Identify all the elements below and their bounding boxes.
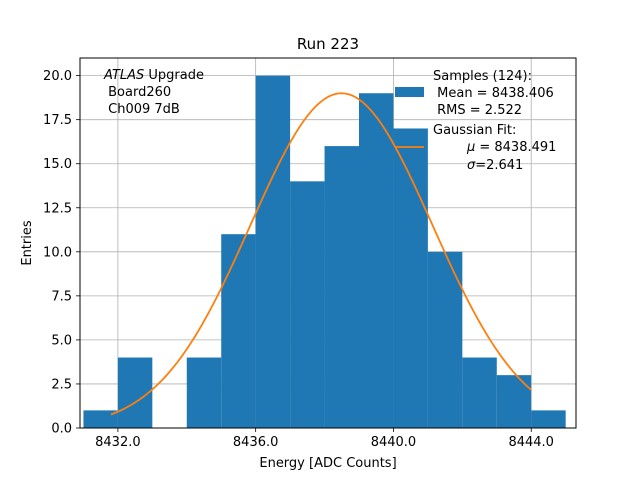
annotation-box: ATLAS Upgrade Board260 Ch009 7dB (103, 68, 204, 117)
x-tick-label: 8432.0 (95, 435, 141, 450)
histogram-bar (531, 410, 566, 428)
legend-samples-patch (395, 87, 424, 97)
legend-sigma-value: =2.641 (475, 158, 523, 173)
histogram-bars (83, 75, 566, 428)
y-axis-ticks: 0.0 2.5 5.0 7.5 10.0 12.5 15.0 17.5 20.0 (43, 69, 80, 437)
histogram-bar (324, 146, 359, 428)
gaussian-fit-curve (110, 92, 532, 416)
legend-fit-sigma: σ=2.641 (438, 158, 544, 173)
legend-sigma-symbol: σ (467, 158, 476, 173)
legend: Samples (124): Mean = 8438.406 RMS = 2.5… (395, 69, 577, 173)
y-tick-label: 7.5 (51, 289, 72, 304)
y-tick-label: 0.0 (51, 422, 72, 437)
histogram-bar (186, 357, 222, 428)
legend-samples-mean: Mean = 8438.406 (433, 86, 554, 101)
x-axis-label: Energy [ADC Counts] (259, 456, 396, 471)
histogram-bar (255, 75, 291, 428)
annotation-board: Board260 (104, 85, 171, 100)
x-tick-label: 8444.0 (508, 435, 554, 450)
legend-samples-title: Samples (124): (433, 69, 532, 84)
chart-title: Run 223 (297, 35, 359, 53)
y-tick-label: 17.5 (43, 113, 72, 128)
y-tick-label: 5.0 (51, 333, 72, 348)
annotation-line-1: ATLAS Upgrade (103, 68, 204, 83)
y-tick-label: 15.0 (43, 157, 72, 172)
annotation-channel: Ch009 7dB (104, 102, 180, 117)
plot-frame (79, 57, 577, 429)
y-tick-label: 10.0 (43, 245, 72, 260)
y-tick-label: 20.0 (43, 69, 72, 84)
legend-fit-mu: μ = 8438.491 (438, 140, 577, 155)
x-tick-label: 8440.0 (371, 435, 417, 450)
y-tick-label: 2.5 (51, 377, 72, 392)
histogram-bar (427, 251, 463, 428)
y-axis-label: Entries (20, 220, 35, 266)
histogram-bar (83, 410, 118, 428)
x-tick-label: 8436.0 (233, 435, 279, 450)
histogram-bar (462, 357, 497, 428)
histogram-bar (290, 181, 325, 428)
histogram-bar (117, 357, 153, 428)
legend-samples-rms: RMS = 2.522 (433, 103, 522, 118)
annotation-atlas: ATLAS (103, 68, 144, 83)
legend-mu-value: = 8438.491 (475, 140, 556, 155)
legend-mu-symbol: μ (466, 140, 475, 155)
y-tick-label: 12.5 (43, 201, 72, 216)
legend-fit-title: Gaussian Fit: (433, 123, 516, 138)
annotation-upgrade: Upgrade (144, 68, 204, 83)
histogram-bar (359, 93, 394, 428)
histogram-bar (393, 128, 428, 428)
histogram-bar (221, 234, 256, 428)
x-axis-ticks: 8432.0 8436.0 8440.0 8444.0 (95, 428, 554, 450)
histogram-bar (496, 375, 532, 428)
